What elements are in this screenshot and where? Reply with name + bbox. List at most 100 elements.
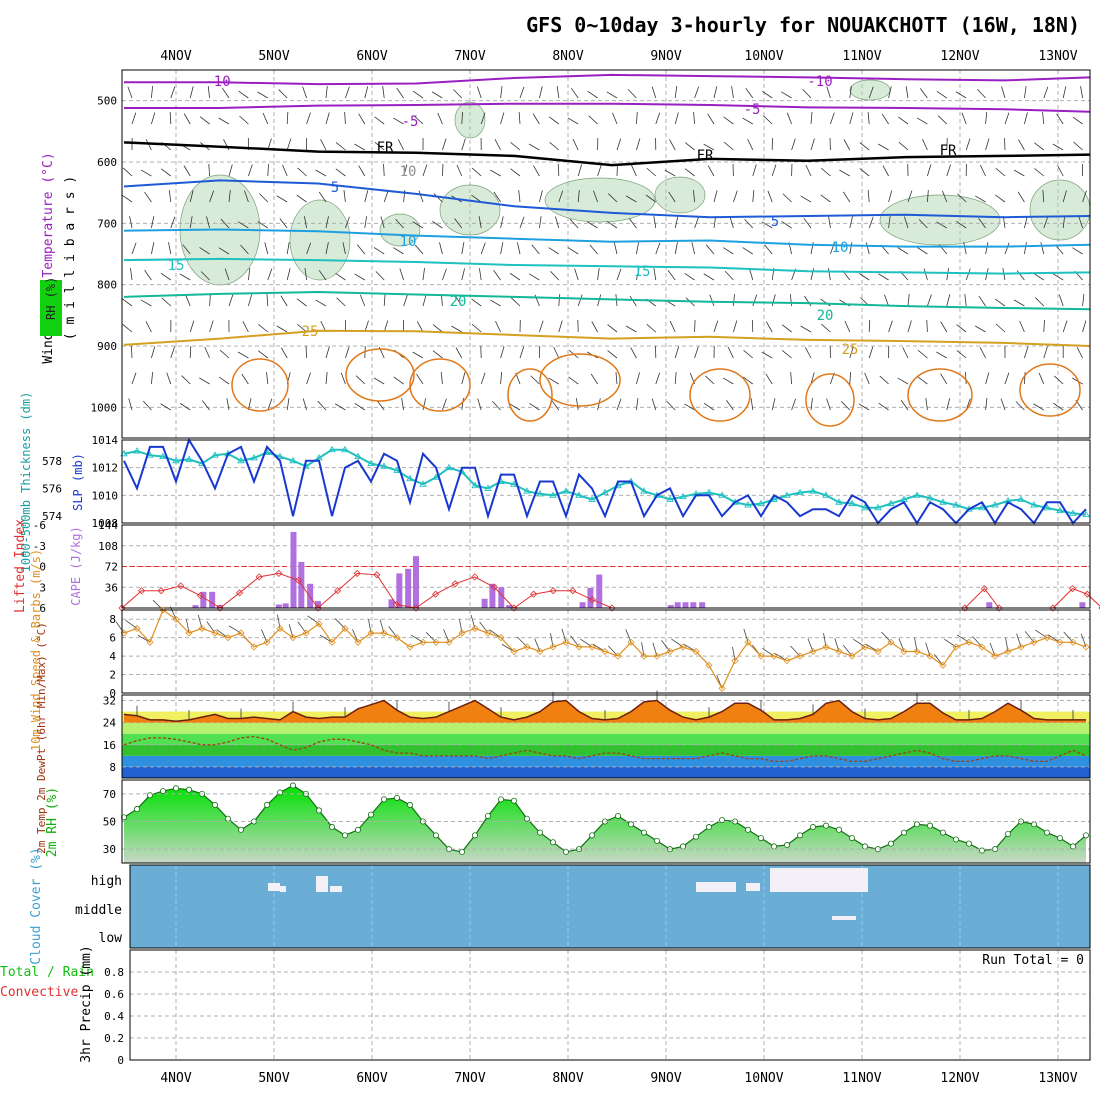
wind-barb xyxy=(1001,399,1005,410)
wind-barb xyxy=(801,326,811,332)
wind-barb xyxy=(979,296,986,306)
wind-barb xyxy=(182,376,191,384)
li-line xyxy=(122,573,1100,608)
wind-barb xyxy=(1002,87,1005,98)
temp-band xyxy=(122,745,1090,756)
wind-barb xyxy=(880,376,889,384)
wind-barb xyxy=(490,170,500,176)
wind-barb xyxy=(151,216,153,228)
cape-bar xyxy=(580,602,586,608)
wind-barb xyxy=(438,113,443,124)
cape-axis-label: CAPE (J/kg) xyxy=(69,526,83,605)
wind-barb xyxy=(404,295,408,306)
wind-barb xyxy=(938,116,947,124)
wind-barb xyxy=(267,294,268,306)
wind-barb xyxy=(423,294,426,306)
wind-tick-label: 6 xyxy=(109,632,116,645)
wind-barb xyxy=(766,374,772,384)
wind-barb xyxy=(616,372,617,384)
rh-marker xyxy=(290,783,295,788)
contour-label: -5 xyxy=(402,114,419,130)
wind-barb xyxy=(724,142,733,150)
rh-marker xyxy=(1070,844,1075,849)
wind-barb xyxy=(957,350,966,358)
wind-barb xyxy=(141,170,151,176)
wind-barb xyxy=(200,117,210,124)
temp-tick-label: 32 xyxy=(103,695,116,708)
wind-barb xyxy=(129,398,132,410)
wind-barb xyxy=(184,166,190,176)
wind-barb xyxy=(143,401,151,410)
wind-barb xyxy=(790,294,791,306)
wind-barb xyxy=(501,216,504,228)
wind-barb xyxy=(675,112,678,124)
wind-barb xyxy=(462,139,466,150)
wind-barb xyxy=(433,325,442,332)
wind-barb xyxy=(336,169,346,176)
wind-barb xyxy=(357,245,365,254)
wind-barb xyxy=(1034,143,1044,150)
wind-barb xyxy=(656,113,660,124)
date-label-top: 6NOV xyxy=(356,49,387,64)
wind-barb xyxy=(765,245,773,254)
wind-barb xyxy=(656,373,660,384)
cape-bar xyxy=(276,605,282,608)
temp-tick-label: 8 xyxy=(109,761,116,774)
rh-blob xyxy=(850,80,890,100)
wind-barb xyxy=(986,242,988,254)
wind-barb xyxy=(248,294,251,306)
wind-barb xyxy=(806,165,811,176)
wind-barb xyxy=(336,142,345,150)
wind-barb xyxy=(726,400,733,410)
thickness-line xyxy=(124,450,1086,515)
wind-barb xyxy=(287,242,289,254)
wind-barb xyxy=(898,378,908,384)
wind-barb xyxy=(937,91,947,98)
rh-blob xyxy=(290,200,350,280)
wind-barb xyxy=(122,299,132,306)
wind-barb xyxy=(190,86,193,98)
wind-barb xyxy=(400,269,404,280)
wind-barb xyxy=(151,346,154,358)
precip-tick-label: 0.2 xyxy=(104,1032,124,1045)
slp-axis-label: SLP (mb) xyxy=(71,453,85,511)
wind-barb xyxy=(1005,373,1009,384)
wind-barb xyxy=(647,168,656,176)
wind-barb xyxy=(277,326,287,332)
wind-barb xyxy=(941,374,947,384)
wind-barb xyxy=(995,299,1005,306)
wind-barb xyxy=(281,296,287,306)
wind-barb xyxy=(550,142,559,150)
wind-barb xyxy=(588,91,598,98)
wind-barb xyxy=(636,139,640,150)
wind-barb xyxy=(827,399,831,410)
wind-barb xyxy=(728,347,733,358)
wind-barb xyxy=(762,352,772,358)
wind-barb xyxy=(1059,295,1063,306)
wind-barb xyxy=(782,221,792,228)
wind-barb xyxy=(898,117,908,124)
wind-barb xyxy=(374,247,384,254)
wind-barb xyxy=(539,216,541,228)
wind-barb xyxy=(956,92,966,98)
wind-barb xyxy=(744,350,753,358)
wind-barb xyxy=(782,325,792,332)
wind-barb xyxy=(578,164,581,176)
isotherm-20 xyxy=(124,292,1090,309)
wind-barb xyxy=(1083,294,1084,306)
wind-barb xyxy=(441,372,442,384)
wind-barb xyxy=(714,190,717,202)
wind-barb xyxy=(145,270,152,280)
wind-barb xyxy=(432,92,442,98)
wind-barb xyxy=(917,248,927,254)
orange-contour xyxy=(690,369,750,421)
wind-barb xyxy=(132,243,136,254)
wind-barb xyxy=(766,322,772,332)
rh-marker xyxy=(342,833,347,838)
cloud-patch xyxy=(770,868,868,892)
wind-barb xyxy=(335,404,345,410)
